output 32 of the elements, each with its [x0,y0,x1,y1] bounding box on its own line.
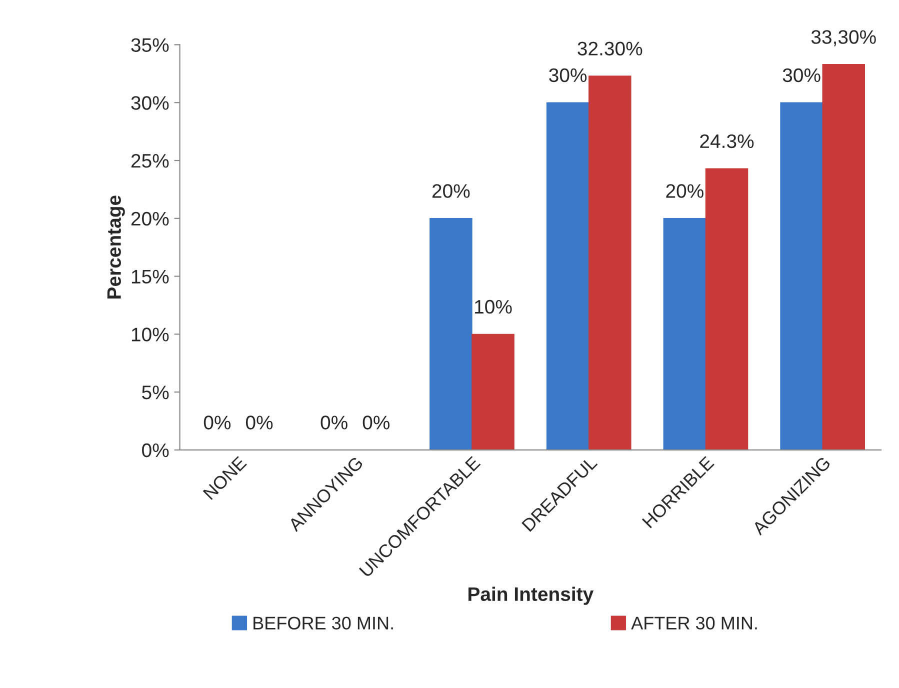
bar [663,218,706,450]
data-label: 20% [666,184,704,198]
x-axis-title: Pain Intensity [468,586,594,605]
y-tick-label: 20% [131,212,169,226]
bar [588,76,632,450]
y-tick-label: 10% [132,328,169,342]
legend-label: BEFORE 30 MIN. [254,616,393,630]
legend-label: AFTER 30 MIN. [631,616,757,630]
bar [546,102,590,450]
y-tick-label: 15% [132,270,169,284]
data-label: 30% [549,68,587,82]
data-label: 32.30% [578,42,642,56]
data-label: 20% [432,184,470,198]
data-label: 0% [320,416,348,430]
bar [705,168,748,450]
data-label: 30% [782,68,820,82]
bar [472,334,514,450]
bar [780,102,823,450]
data-label: 24.3% [700,134,754,148]
bar [430,218,472,450]
y-tick-label: 35% [131,38,169,52]
y-tick-label: 30% [131,96,169,110]
data-label: 0% [204,416,231,430]
y-tick-label: 5% [142,386,169,400]
bar [822,64,866,450]
data-label: 33,30% [811,30,876,46]
data-label: 0% [362,416,390,430]
y-tick-label: 25% [131,154,169,168]
data-label: 0% [246,416,273,430]
y-axis-title: Percentage [107,196,125,298]
y-tick-label: 0% [142,443,169,458]
data-label: 10% [475,300,512,314]
